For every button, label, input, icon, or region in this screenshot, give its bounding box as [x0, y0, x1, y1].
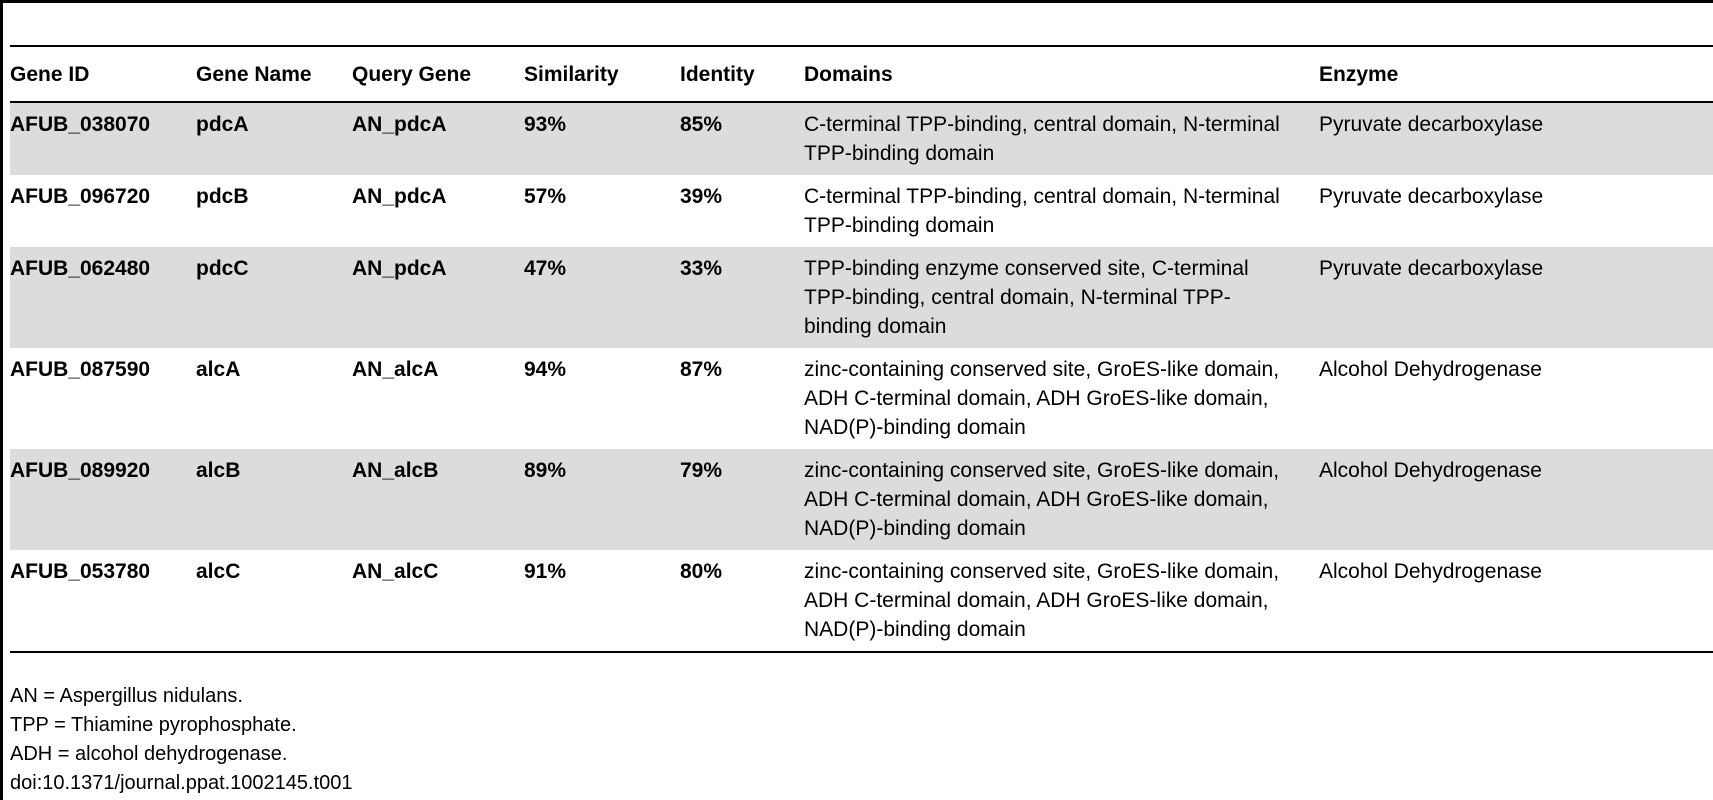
- table-footnotes: AN = Aspergillus nidulans. TPP = Thiamin…: [10, 682, 353, 798]
- cell-enzyme: Pyruvate decarboxylase: [1319, 247, 1713, 348]
- header-query-gene: Query Gene: [352, 45, 524, 103]
- cell-identity: 33%: [680, 247, 804, 348]
- top-border-rule: [0, 0, 1713, 3]
- table-row: AFUB_089920 alcB AN_alcB 89% 79% zinc-co…: [10, 449, 1713, 550]
- footnote-adh: ADH = alcohol dehydrogenase.: [10, 743, 288, 765]
- cell-similarity: 94%: [524, 358, 567, 381]
- cell-query-gene: AN_alcC: [352, 550, 524, 653]
- cell-gene-id: AFUB_053780: [10, 550, 196, 653]
- cell-query-gene: AN_pdcA: [352, 185, 447, 208]
- cell-enzyme: Pyruvate decarboxylase: [1319, 102, 1713, 175]
- header-domains: Domains: [804, 45, 1319, 103]
- table-row: AFUB_053780 alcC AN_alcC 91% 80% zinc-co…: [10, 550, 1713, 653]
- cell-domains: zinc-containing conserved site, GroES-li…: [804, 358, 1280, 439]
- cell-gene-name: alcB: [196, 449, 352, 550]
- cell-gene-id: AFUB_089920: [10, 449, 196, 550]
- cell-query-gene: AN_alcA: [352, 358, 439, 381]
- table-header: Gene ID Gene Name Query Gene Similarity …: [10, 45, 1713, 103]
- cell-identity: 39%: [680, 185, 723, 208]
- cell-domains: C-terminal TPP-binding, central domain, …: [804, 185, 1280, 237]
- cell-identity: 85%: [680, 102, 804, 175]
- table-row: AFUB_062480 pdcC AN_pdcA 47% 33% TPP-bin…: [10, 247, 1713, 348]
- table-row: AFUB_087590 alcA AN_alcA 94% 87% zinc-co…: [10, 348, 1713, 449]
- cell-gene-name: pdcB: [196, 185, 249, 208]
- cell-identity: 79%: [680, 449, 804, 550]
- cell-gene-id: AFUB_062480: [10, 247, 196, 348]
- header-gene-name: Gene Name: [196, 45, 352, 103]
- cell-gene-name: pdcC: [196, 247, 352, 348]
- cell-similarity: 91%: [524, 550, 680, 653]
- cell-domains: C-terminal TPP-binding, central domain, …: [804, 102, 1319, 175]
- cell-domains: zinc-containing conserved site, GroES-li…: [804, 449, 1319, 550]
- table-body: AFUB_038070 pdcA AN_pdcA 93% 85% C-termi…: [10, 102, 1713, 653]
- header-enzyme: Enzyme: [1319, 45, 1713, 103]
- footnote-an: AN = Aspergillus nidulans.: [10, 685, 243, 707]
- header-identity: Identity: [680, 45, 804, 103]
- cell-domains: TPP-binding enzyme conserved site, C-ter…: [804, 247, 1319, 348]
- cell-gene-id: AFUB_087590: [10, 358, 151, 381]
- cell-identity: 80%: [680, 550, 804, 653]
- cell-query-gene: AN_alcB: [352, 449, 524, 550]
- gene-table-container: Gene ID Gene Name Query Gene Similarity …: [10, 45, 1713, 653]
- cell-similarity: 57%: [524, 185, 567, 208]
- cell-similarity: 89%: [524, 449, 680, 550]
- footnote-doi: doi:10.1371/journal.ppat.1002145.t001: [10, 772, 353, 794]
- header-similarity: Similarity: [524, 45, 680, 103]
- cell-similarity: 47%: [524, 247, 680, 348]
- header-row: Gene ID Gene Name Query Gene Similarity …: [10, 45, 1713, 103]
- cell-gene-name: alcA: [196, 358, 241, 381]
- table-row: AFUB_038070 pdcA AN_pdcA 93% 85% C-termi…: [10, 102, 1713, 175]
- cell-domains: zinc-containing conserved site, GroES-li…: [804, 550, 1319, 653]
- cell-enzyme: Alcohol Dehydrogenase: [1319, 550, 1713, 653]
- cell-gene-name: alcC: [196, 550, 352, 653]
- cell-query-gene: AN_pdcA: [352, 247, 524, 348]
- table-row: AFUB_096720 pdcB AN_pdcA 57% 39% C-termi…: [10, 175, 1713, 247]
- cell-gene-id: AFUB_038070: [10, 102, 196, 175]
- cell-query-gene: AN_pdcA: [352, 102, 524, 175]
- header-gene-id: Gene ID: [10, 45, 196, 103]
- cell-gene-id: AFUB_096720: [10, 185, 151, 208]
- left-border-rule: [0, 0, 3, 800]
- cell-enzyme: Alcohol Dehydrogenase: [1319, 449, 1713, 550]
- cell-similarity: 93%: [524, 102, 680, 175]
- gene-table: Gene ID Gene Name Query Gene Similarity …: [10, 45, 1713, 653]
- cell-identity: 87%: [680, 358, 723, 381]
- cell-enzyme: Pyruvate decarboxylase: [1319, 185, 1544, 208]
- cell-gene-name: pdcA: [196, 102, 352, 175]
- footnote-tpp: TPP = Thiamine pyrophosphate.: [10, 714, 297, 736]
- cell-enzyme: Alcohol Dehydrogenase: [1319, 358, 1542, 381]
